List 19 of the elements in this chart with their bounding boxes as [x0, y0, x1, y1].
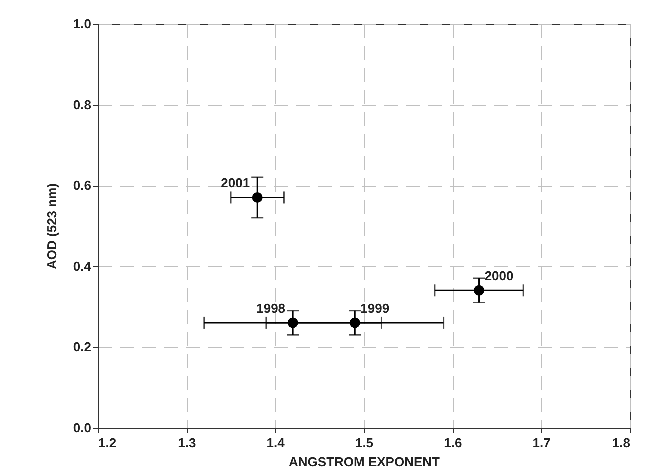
x-axis-title: ANGSTROM EXPONENT [289, 454, 440, 470]
x-tick-label: 1.5 [355, 436, 374, 450]
annotation: 2000 [484, 268, 514, 284]
y-tick-label: 0.0 [73, 420, 92, 436]
y-tick-label: 0.8 [73, 97, 92, 112]
y-tick-label: 0.4 [73, 258, 92, 274]
x-tick-label: 1.3 [178, 436, 196, 450]
x-tick-label: 1.4 [266, 436, 286, 450]
y-tick-label: 1.0 [73, 16, 92, 32]
x-tick-label: 1.6 [444, 436, 462, 450]
y-tick-label: 0.6 [73, 178, 92, 194]
annotation: 1998 [256, 300, 286, 316]
x-tick-label: 1.8 [612, 436, 630, 450]
y-axis-title: AOD (523 nm) [44, 184, 60, 270]
x-tick-label: 1.2 [98, 436, 117, 450]
x-tick-label: 1.7 [532, 436, 551, 450]
annotation: 2001 [221, 176, 250, 191]
y-tick-label: 0.2 [73, 340, 92, 355]
annotation: 1999 [360, 300, 390, 316]
